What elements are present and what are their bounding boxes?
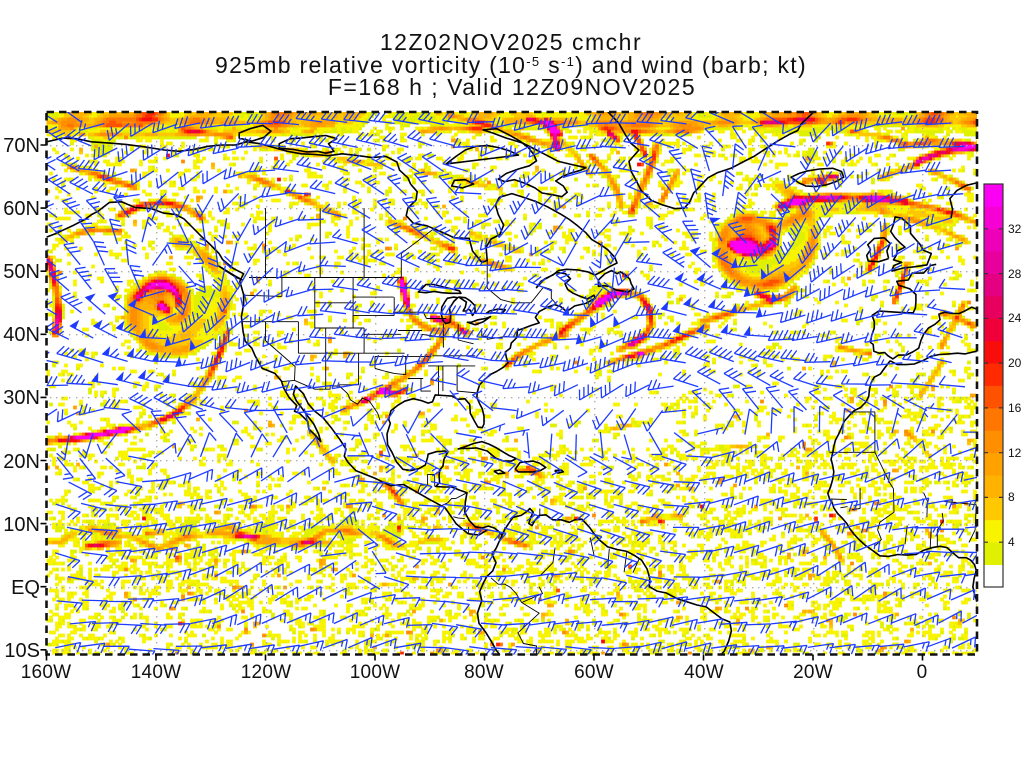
- svg-text:160W: 160W: [21, 662, 71, 683]
- svg-text:120W: 120W: [241, 662, 291, 683]
- svg-text:20N: 20N: [3, 451, 40, 473]
- svg-text:10N: 10N: [3, 514, 40, 536]
- svg-text:10S: 10S: [4, 640, 40, 662]
- svg-text:28: 28: [1008, 267, 1022, 281]
- svg-text:0: 0: [917, 662, 928, 683]
- svg-text:50N: 50N: [3, 261, 40, 283]
- svg-text:EQ: EQ: [11, 577, 40, 599]
- svg-text:60N: 60N: [3, 198, 40, 220]
- svg-text:32: 32: [1008, 222, 1022, 236]
- svg-text:24: 24: [1008, 311, 1022, 325]
- svg-text:140W: 140W: [131, 662, 181, 683]
- svg-text:F=168 h ; Valid 12Z09NOV2025: F=168 h ; Valid 12Z09NOV2025: [328, 74, 696, 100]
- svg-text:925mb relative vorticity (10-5: 925mb relative vorticity (10-5 s-1) and …: [215, 52, 807, 78]
- svg-text:30N: 30N: [3, 387, 40, 409]
- svg-text:4: 4: [1008, 535, 1015, 549]
- svg-text:20: 20: [1008, 356, 1022, 370]
- svg-text:80W: 80W: [464, 662, 504, 683]
- svg-text:100W: 100W: [350, 662, 400, 683]
- svg-text:8: 8: [1008, 490, 1015, 504]
- svg-text:40N: 40N: [3, 324, 40, 346]
- svg-text:40W: 40W: [684, 662, 724, 683]
- svg-text:60W: 60W: [574, 662, 614, 683]
- svg-text:70N: 70N: [3, 135, 40, 157]
- svg-text:12: 12: [1008, 446, 1022, 460]
- svg-text:20W: 20W: [793, 662, 833, 683]
- svg-text:16: 16: [1008, 401, 1022, 415]
- svg-text:12Z02NOV2025 cmchr: 12Z02NOV2025 cmchr: [380, 29, 642, 55]
